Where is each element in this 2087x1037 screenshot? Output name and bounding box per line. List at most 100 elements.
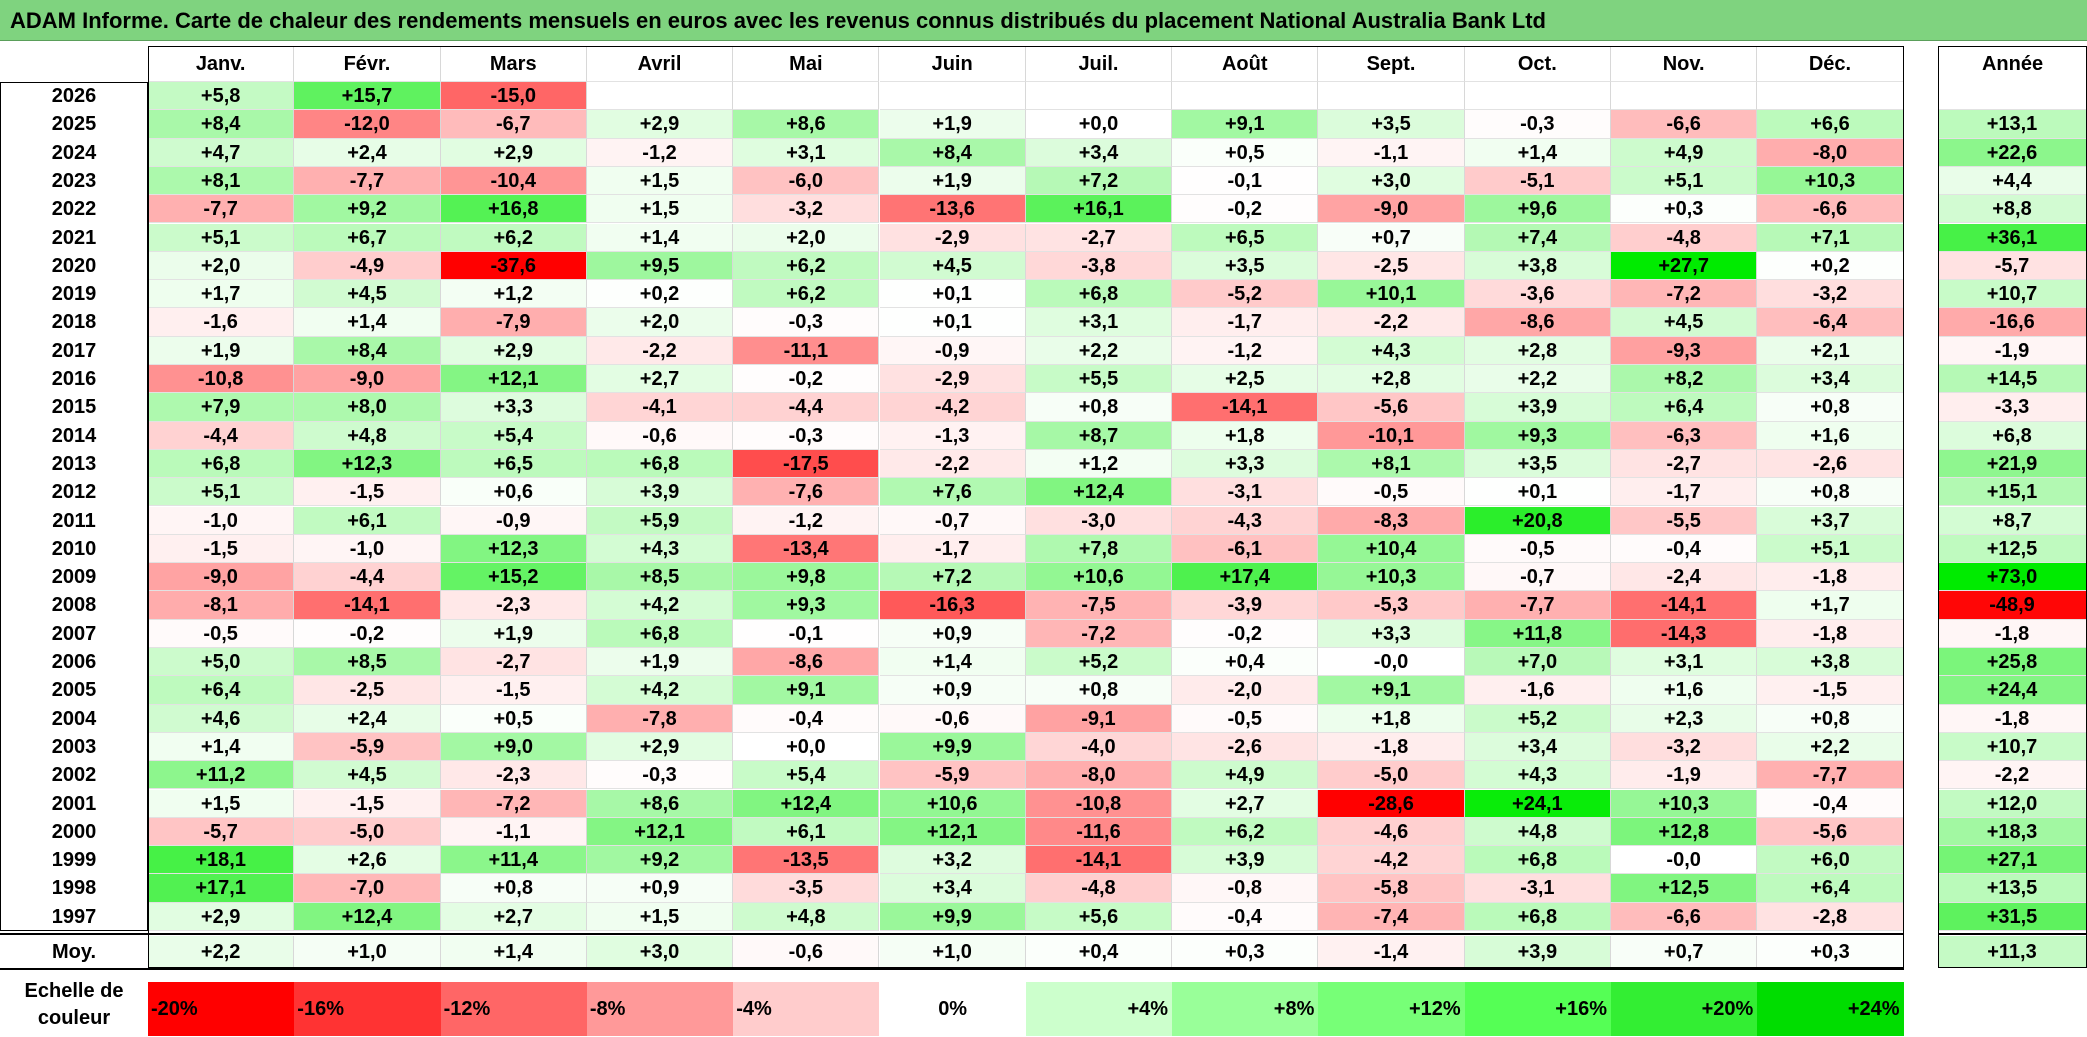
heatmap-cell: -0,6 <box>879 704 1026 733</box>
heatmap-cell: +2,9 <box>148 902 295 931</box>
heatmap-cell: -11,1 <box>733 336 880 365</box>
heatmap-cell: +20,8 <box>1464 506 1611 535</box>
heatmap-cell: -0,3 <box>733 308 880 337</box>
heatmap-cell: +11,4 <box>440 846 587 875</box>
month-header: Nov. <box>1611 46 1758 82</box>
heatmap-cell: +2,5 <box>1172 365 1319 394</box>
heatmap-cell: +3,3 <box>440 393 587 422</box>
heatmap-cell: -5,6 <box>1318 393 1465 422</box>
heatmap-cell: -1,8 <box>1318 732 1465 762</box>
heatmap-cell: +1,5 <box>586 166 734 196</box>
heatmap-cell: +7,4 <box>1464 223 1611 252</box>
heatmap-cell: +3,4 <box>879 874 1026 903</box>
heatmap-cell: +0,5 <box>1172 138 1319 167</box>
year-label: 2004 <box>51 707 97 730</box>
heatmap-cell: +4,8 <box>1464 817 1611 847</box>
heatmap-cell: +3,4 <box>1464 732 1611 762</box>
heatmap-cell: +0,7 <box>1318 223 1465 252</box>
average-divider <box>0 933 1904 935</box>
annual-cell: +12,0 <box>1938 789 2087 818</box>
heatmap-cell: +0,6 <box>440 478 587 507</box>
heatmap-cell: -0,4 <box>733 704 880 733</box>
legend-label: Echelle de couleur <box>24 980 124 1029</box>
heatmap-cell: +1,2 <box>1025 449 1173 479</box>
heatmap-cell: -14,1 <box>1611 591 1758 620</box>
heatmap-cell: -3,6 <box>1464 280 1611 309</box>
heatmap-cell: +2,2 <box>1025 336 1173 365</box>
heatmap-cell: -3,8 <box>1025 251 1173 281</box>
heatmap-cell: +7,2 <box>879 563 1026 592</box>
heatmap-cell: +6,8 <box>586 449 734 479</box>
heatmap-cell: +0,8 <box>440 874 587 903</box>
heatmap-cell: +2,4 <box>294 138 441 167</box>
heatmap-cell: +4,8 <box>294 421 441 450</box>
heatmap-cell: +8,1 <box>1318 449 1465 479</box>
heatmap-cell: +6,0 <box>1757 846 1904 875</box>
heatmap-cell: +4,7 <box>148 138 295 167</box>
legend-swatch: -4% <box>733 982 880 1036</box>
heatmap-cell: +0,8 <box>1025 676 1173 705</box>
average-cell: +0,4 <box>1025 936 1173 968</box>
legend-swatch: -12% <box>440 982 587 1036</box>
heatmap-cell: +1,8 <box>1172 421 1319 450</box>
legend-swatch: -20% <box>148 982 295 1036</box>
heatmap-cell: +3,4 <box>1757 365 1904 394</box>
heatmap-cell: +17,4 <box>1172 563 1319 592</box>
heatmap-cell: -5,8 <box>1318 874 1465 903</box>
heatmap-cell: +4,5 <box>1611 308 1758 337</box>
heatmap-cell: -2,2 <box>1318 308 1465 337</box>
heatmap-cell: -2,5 <box>1318 251 1465 281</box>
heatmap-cell: -0,9 <box>879 336 1026 365</box>
heatmap-cell: +1,9 <box>879 166 1026 196</box>
heatmap-cell: -0,0 <box>1318 648 1465 677</box>
heatmap-cell: +4,9 <box>1172 761 1319 790</box>
legend-swatch: 0% <box>879 982 1026 1036</box>
average-label: Moy. <box>51 941 97 963</box>
month-header: Août <box>1172 46 1319 82</box>
heatmap-cell: +8,4 <box>879 138 1026 167</box>
annual-cell: +10,7 <box>1938 732 2087 762</box>
heatmap-cell: -7,8 <box>586 704 734 733</box>
chart-title: ADAM Informe. Carte de chaleur des rende… <box>0 0 2087 41</box>
heatmap-cell: +0,9 <box>586 874 734 903</box>
year-label: 2019 <box>51 283 97 306</box>
heatmap-cell: +5,0 <box>148 648 295 677</box>
table-bottom-line <box>0 968 1904 970</box>
average-cell: +3,9 <box>1464 936 1611 968</box>
heatmap-cell: +3,8 <box>1757 648 1904 677</box>
heatmap-cell: +7,9 <box>148 393 295 422</box>
heatmap-cell: +16,8 <box>440 195 587 224</box>
heatmap-cell: +9,8 <box>733 563 880 592</box>
heatmap-cell: +8,1 <box>148 166 295 196</box>
heatmap-cell: -5,0 <box>294 817 441 847</box>
heatmap-cell: +0,8 <box>1757 393 1904 422</box>
heatmap-cell: -17,5 <box>733 449 880 479</box>
heatmap-cell: -9,0 <box>294 365 441 394</box>
month-header: Févr. <box>294 46 441 82</box>
heatmap-cell: -7,2 <box>440 789 587 818</box>
annual-cell: +10,7 <box>1938 280 2087 309</box>
heatmap-cell: +10,3 <box>1318 563 1465 592</box>
heatmap-cell: -5,9 <box>294 732 441 762</box>
year-label: 2018 <box>51 311 97 334</box>
heatmap-cell: -16,3 <box>879 591 1026 620</box>
heatmap-cell: -4,1 <box>586 393 734 422</box>
heatmap-cell: -0,4 <box>1611 534 1758 564</box>
heatmap-cell: -2,7 <box>1025 223 1173 252</box>
month-header: Oct. <box>1464 46 1611 82</box>
heatmap-cell: +3,4 <box>1025 138 1173 167</box>
heatmap-cell: +15,7 <box>294 82 441 111</box>
annual-cell: -5,7 <box>1938 251 2087 281</box>
heatmap-cell: -8,0 <box>1025 761 1173 790</box>
annual-cell: +73,0 <box>1938 563 2087 592</box>
heatmap-cell: -0,0 <box>1611 846 1758 875</box>
heatmap-cell: -10,8 <box>148 365 295 394</box>
heatmap-cell: +0,8 <box>1757 478 1904 507</box>
heatmap-cell: +5,4 <box>440 421 587 450</box>
legend-swatch: -16% <box>294 982 441 1036</box>
heatmap-cell: -6,4 <box>1757 308 1904 337</box>
heatmap-cell: -1,5 <box>1757 676 1904 705</box>
year-label: 2012 <box>51 481 97 504</box>
heatmap-cell: +1,8 <box>1318 704 1465 733</box>
year-label: 2016 <box>51 368 97 390</box>
